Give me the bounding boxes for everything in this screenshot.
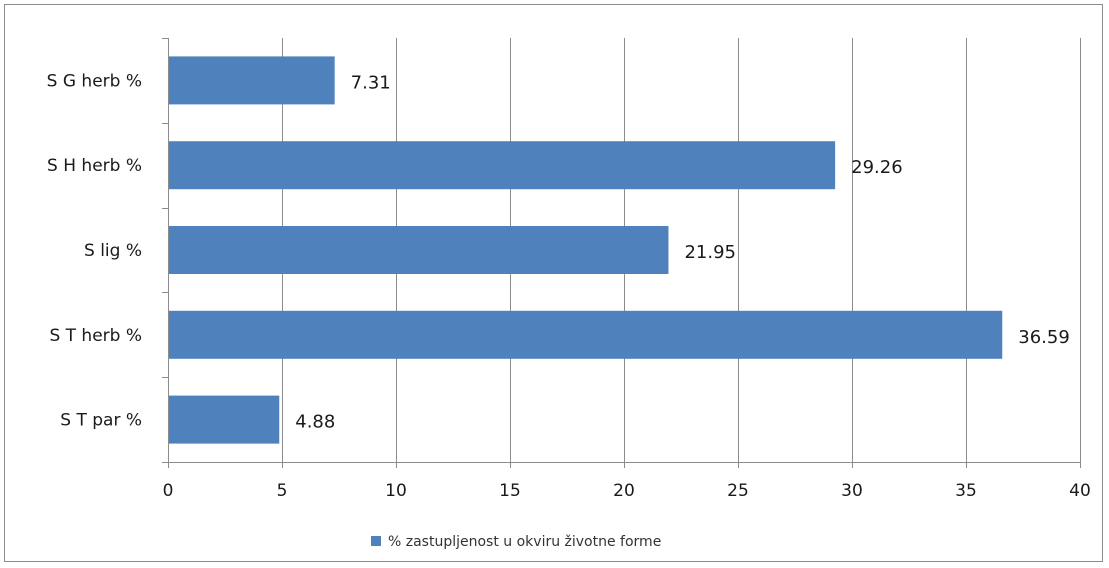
bar (169, 56, 335, 105)
bar (169, 310, 1003, 359)
x-tick-label: 0 (163, 481, 174, 501)
bar (169, 395, 280, 444)
bars (169, 56, 1003, 444)
legend-swatch (371, 536, 381, 546)
data-label: 7.31 (351, 72, 391, 93)
x-tick-label: 10 (385, 481, 407, 501)
category-label: S G herb % (47, 71, 142, 91)
data-label: 21.95 (684, 242, 736, 263)
x-tick-label: 35 (955, 481, 977, 501)
category-label: S lig % (84, 241, 142, 261)
x-tick-label: 30 (841, 481, 863, 501)
axes (162, 38, 1081, 468)
labels: 0 5 10 15 20 25 30 35 40 S G herb % 7.31 S H herb %… (47, 71, 1091, 501)
legend-label: % zastupljenost u okviru životne forme (388, 534, 661, 550)
data-label: 36.59 (1018, 327, 1070, 348)
data-label: 29.26 (851, 157, 903, 178)
legend: % zastupljenost u okviru životne forme (371, 534, 661, 550)
x-tick-label: 5 (277, 481, 288, 501)
x-tick-label: 20 (613, 481, 635, 501)
gridlines (282, 38, 1081, 462)
x-tick-label: 25 (727, 481, 749, 501)
category-label: S T par % (60, 411, 142, 431)
category-label: S T herb % (49, 326, 142, 346)
x-tick-label: 15 (499, 481, 521, 501)
x-tick-label: 40 (1069, 481, 1091, 501)
bar (169, 226, 669, 274)
data-label: 4.88 (295, 412, 335, 433)
bar (169, 141, 836, 190)
category-label: S H herb % (47, 156, 142, 176)
